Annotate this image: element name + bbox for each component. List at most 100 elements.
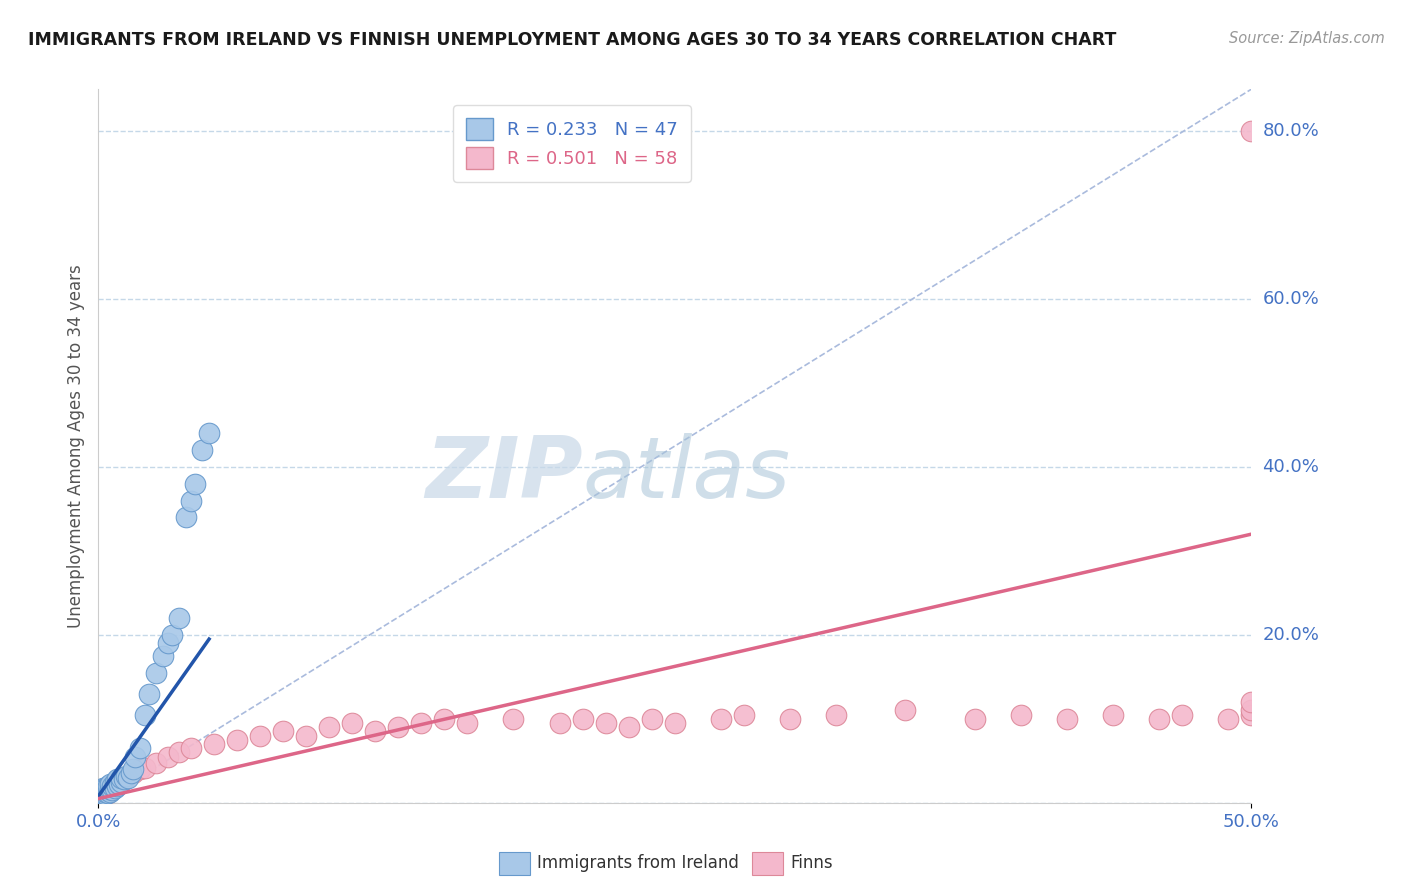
Point bbox=[98, 777, 121, 791]
Point bbox=[97, 779, 120, 793]
Point bbox=[120, 766, 142, 780]
Point bbox=[1240, 707, 1263, 722]
Point bbox=[110, 772, 132, 787]
Point bbox=[894, 703, 917, 717]
Point bbox=[98, 785, 121, 799]
Point bbox=[101, 779, 124, 793]
Y-axis label: Unemployment Among Ages 30 to 34 years: Unemployment Among Ages 30 to 34 years bbox=[66, 264, 84, 628]
Point bbox=[90, 791, 112, 805]
Point bbox=[249, 729, 271, 743]
Point bbox=[105, 772, 128, 787]
Point bbox=[124, 749, 146, 764]
Point bbox=[91, 789, 114, 803]
Point bbox=[98, 779, 121, 793]
Point bbox=[641, 712, 664, 726]
Point bbox=[91, 783, 114, 797]
Point bbox=[595, 716, 617, 731]
Point bbox=[110, 774, 132, 789]
Point bbox=[1240, 703, 1263, 717]
Point bbox=[91, 788, 114, 802]
Point bbox=[103, 774, 125, 789]
Text: 80.0%: 80.0% bbox=[1263, 122, 1319, 140]
Point bbox=[160, 628, 183, 642]
Point bbox=[295, 729, 318, 743]
Point bbox=[91, 780, 114, 795]
Point bbox=[90, 791, 112, 805]
Point bbox=[180, 741, 202, 756]
Point bbox=[105, 777, 128, 791]
Point bbox=[98, 783, 121, 797]
Text: IMMIGRANTS FROM IRELAND VS FINNISH UNEMPLOYMENT AMONG AGES 30 TO 34 YEARS CORREL: IMMIGRANTS FROM IRELAND VS FINNISH UNEMP… bbox=[28, 31, 1116, 49]
Point bbox=[91, 785, 114, 799]
Point bbox=[225, 732, 247, 747]
Point bbox=[174, 510, 197, 524]
Point bbox=[122, 766, 145, 780]
Point bbox=[97, 786, 120, 800]
Point bbox=[97, 783, 120, 797]
Point bbox=[167, 746, 190, 760]
Point bbox=[1171, 707, 1194, 722]
Point bbox=[97, 780, 120, 795]
Text: 40.0%: 40.0% bbox=[1263, 458, 1319, 476]
Point bbox=[101, 780, 124, 795]
Point bbox=[145, 756, 167, 770]
Point bbox=[617, 720, 640, 734]
Point bbox=[103, 780, 125, 795]
Point bbox=[90, 786, 112, 800]
Point bbox=[1240, 695, 1263, 709]
Point bbox=[733, 707, 755, 722]
Text: Source: ZipAtlas.com: Source: ZipAtlas.com bbox=[1229, 31, 1385, 46]
Point bbox=[103, 779, 125, 793]
Point bbox=[156, 749, 179, 764]
Point bbox=[1240, 124, 1263, 138]
Text: Finns: Finns bbox=[790, 855, 832, 872]
Text: ZIP: ZIP bbox=[425, 433, 582, 516]
Point bbox=[94, 785, 117, 799]
Point bbox=[202, 737, 225, 751]
Point bbox=[90, 789, 112, 803]
Legend: R = 0.233   N = 47, R = 0.501   N = 58: R = 0.233 N = 47, R = 0.501 N = 58 bbox=[453, 105, 690, 182]
Point bbox=[340, 716, 363, 731]
Point bbox=[145, 665, 167, 680]
Point bbox=[571, 712, 593, 726]
Point bbox=[548, 716, 571, 731]
Point bbox=[115, 771, 138, 785]
Point bbox=[108, 774, 131, 789]
Point bbox=[710, 712, 733, 726]
Point bbox=[180, 493, 202, 508]
Point bbox=[502, 712, 524, 726]
Point bbox=[1102, 707, 1125, 722]
Point bbox=[134, 760, 156, 774]
Point bbox=[138, 687, 160, 701]
Point bbox=[129, 741, 152, 756]
Point bbox=[456, 716, 478, 731]
Point bbox=[825, 707, 848, 722]
Point bbox=[664, 716, 686, 731]
Point bbox=[271, 724, 294, 739]
Point bbox=[117, 771, 139, 785]
Point bbox=[364, 724, 387, 739]
Text: atlas: atlas bbox=[582, 433, 790, 516]
Point bbox=[112, 772, 135, 787]
Point bbox=[184, 476, 207, 491]
Point bbox=[963, 712, 986, 726]
Point bbox=[91, 786, 114, 800]
Point bbox=[94, 783, 117, 797]
Point bbox=[98, 782, 121, 797]
Point bbox=[94, 788, 117, 802]
Point bbox=[108, 777, 131, 791]
Point bbox=[152, 648, 174, 663]
Text: 60.0%: 60.0% bbox=[1263, 290, 1319, 308]
Text: Immigrants from Ireland: Immigrants from Ireland bbox=[537, 855, 740, 872]
Point bbox=[94, 783, 117, 797]
Point bbox=[94, 780, 117, 795]
Point bbox=[122, 762, 145, 776]
Point bbox=[90, 783, 112, 797]
Point bbox=[110, 771, 132, 785]
Point bbox=[97, 786, 120, 800]
Point bbox=[167, 611, 190, 625]
Point bbox=[433, 712, 456, 726]
Point bbox=[411, 716, 433, 731]
Point bbox=[1010, 707, 1032, 722]
Point bbox=[156, 636, 179, 650]
